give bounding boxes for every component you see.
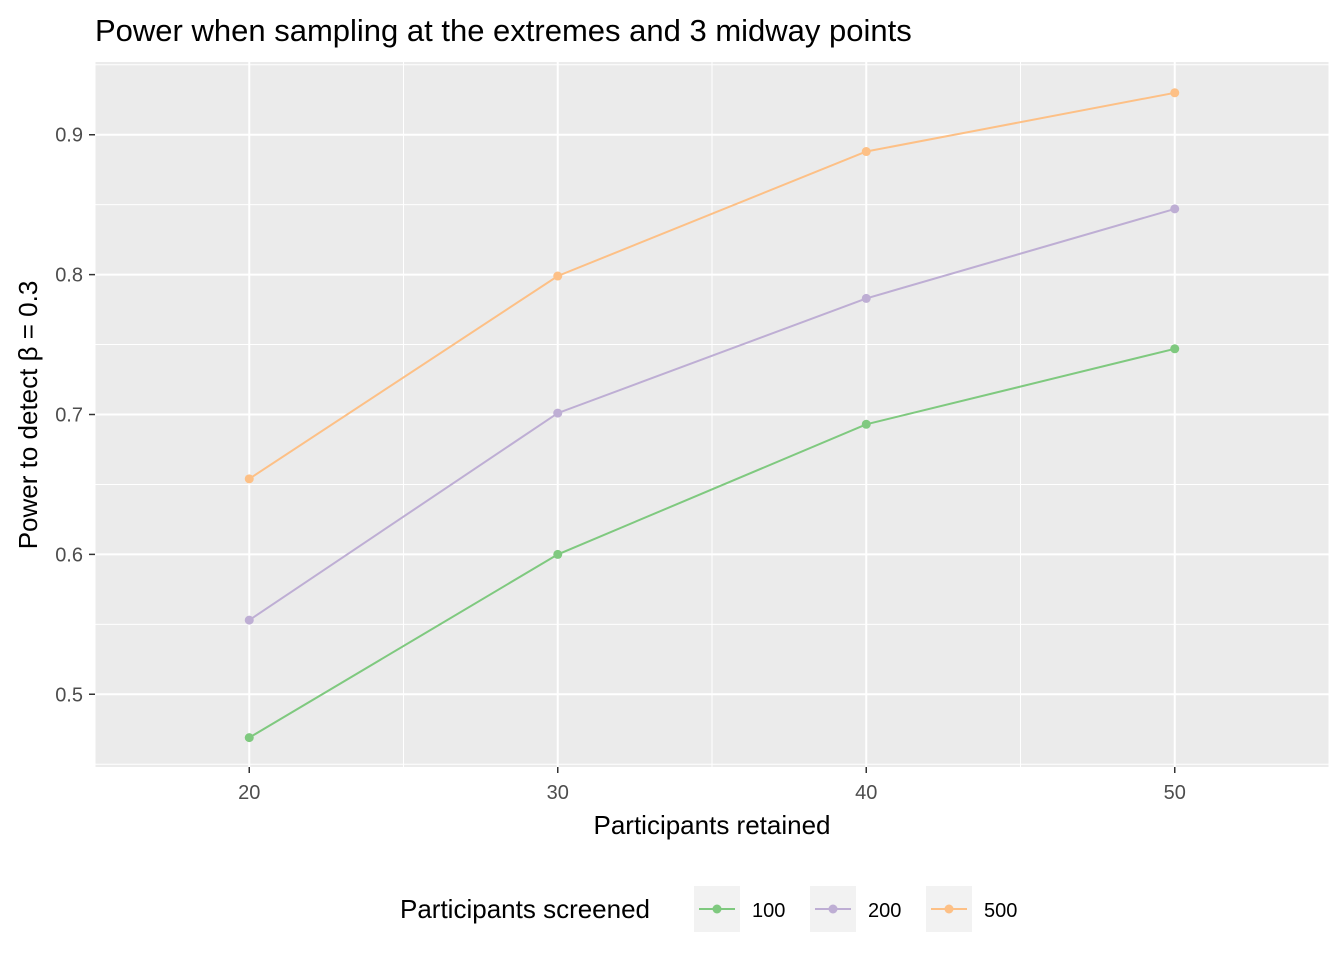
x-tick-label: 40 (855, 782, 877, 804)
data-point (1170, 88, 1180, 98)
x-tick-label: 50 (1164, 782, 1186, 804)
series-line-200 (248, 207, 1176, 621)
series-line-100 (248, 347, 1176, 739)
data-point (244, 474, 254, 484)
legend: Participants screened 100 200 500 (400, 886, 1017, 932)
y-tick-label: 0.5 (55, 684, 83, 706)
data-point (553, 408, 563, 418)
y-axis-title: Power to detect β = 0.3 (13, 281, 43, 550)
legend-label: 100 (752, 900, 785, 922)
legend-title: Participants screened (400, 894, 650, 924)
major-gridlines (95, 62, 1329, 767)
y-tick-label: 0.9 (55, 125, 83, 147)
data-point (1170, 344, 1180, 354)
data-point (553, 549, 563, 559)
x-tick-label: 20 (238, 782, 260, 804)
data-point (244, 733, 254, 743)
series-layer (244, 88, 1180, 743)
x-tick-label: 30 (547, 782, 569, 804)
data-point (861, 419, 871, 429)
data-point (244, 615, 254, 625)
data-point (553, 271, 563, 281)
y-tick-label: 0.6 (55, 544, 83, 566)
legend-item-100: 100 (694, 886, 785, 932)
legend-key-point (944, 904, 954, 914)
chart-title: Power when sampling at the extremes and … (95, 13, 912, 48)
y-tick-label: 0.8 (55, 265, 83, 287)
legend-key-point (828, 904, 838, 914)
legend-item-500: 500 (926, 886, 1017, 932)
legend-label: 500 (984, 900, 1017, 922)
legend-key-point (712, 904, 722, 914)
series-500 (244, 88, 1180, 484)
data-point (1170, 204, 1180, 214)
data-point (861, 293, 871, 303)
x-axis-title: Participants retained (593, 810, 830, 840)
series-line-500 (248, 91, 1175, 480)
series-200 (244, 204, 1180, 625)
legend-label: 200 (868, 900, 901, 922)
series-100 (244, 344, 1180, 743)
y-axis: 0.5 0.6 0.7 0.8 0.9 (55, 125, 95, 706)
x-axis: 20 30 40 50 (238, 767, 1186, 804)
minor-gridlines (94, 62, 1330, 767)
data-point (861, 147, 871, 157)
y-tick-label: 0.7 (55, 405, 83, 427)
legend-item-200: 200 (810, 886, 901, 932)
